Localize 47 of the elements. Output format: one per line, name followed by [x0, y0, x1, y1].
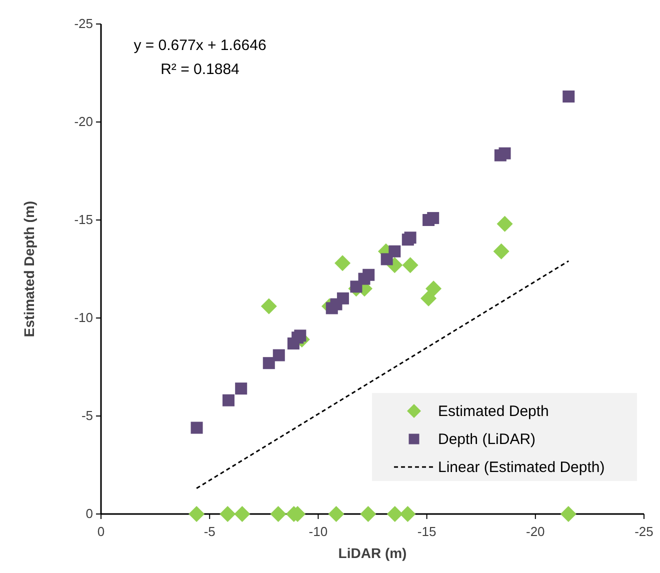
point [360, 506, 376, 522]
point [336, 292, 349, 304]
point [294, 330, 306, 342]
annotation: y = 0.677x + 1.6646 [134, 37, 266, 54]
point [498, 147, 511, 160]
point [426, 280, 442, 297]
point [262, 357, 275, 370]
point [402, 257, 418, 274]
point [270, 506, 286, 522]
x-tick-label: -10 [308, 524, 328, 539]
x-tick-label: -5 [204, 524, 216, 539]
y-tick-label: -15 [74, 212, 93, 227]
y-tick-label: -20 [74, 114, 93, 129]
point [493, 243, 510, 260]
y-tick-label: 0 [86, 506, 93, 521]
point [328, 506, 344, 522]
y-axis-title: Estimated Depth (m) [21, 200, 37, 338]
point [560, 506, 576, 522]
point [400, 506, 416, 522]
point [188, 506, 205, 522]
x-tick-label: 0 [97, 524, 105, 539]
point [496, 216, 513, 232]
point [272, 349, 285, 362]
x-axis-title: LiDAR (m) [338, 545, 407, 561]
legend-label: Depth (LiDAR) [438, 431, 536, 448]
y-tick-label: -10 [74, 310, 93, 325]
point [386, 506, 403, 522]
x-tick-label: -25 [634, 524, 654, 539]
point [427, 212, 440, 224]
point [234, 506, 250, 522]
legend-label: Linear (Estimated Depth) [438, 459, 605, 476]
y-tick-label: -5 [81, 408, 93, 423]
point [388, 245, 401, 258]
point [404, 232, 416, 244]
legend-label: Estimated Depth [438, 403, 549, 420]
point [222, 394, 234, 406]
x-tick-label: -20 [526, 524, 545, 539]
point [562, 90, 575, 103]
point [260, 298, 277, 314]
point [220, 506, 236, 522]
point [420, 290, 437, 306]
annotation: R² = 0.1884 [160, 61, 240, 78]
point [334, 255, 351, 272]
point [235, 382, 248, 395]
y-tick-label: -25 [74, 16, 93, 31]
point [190, 422, 203, 434]
x-tick-label: -15 [417, 524, 436, 539]
